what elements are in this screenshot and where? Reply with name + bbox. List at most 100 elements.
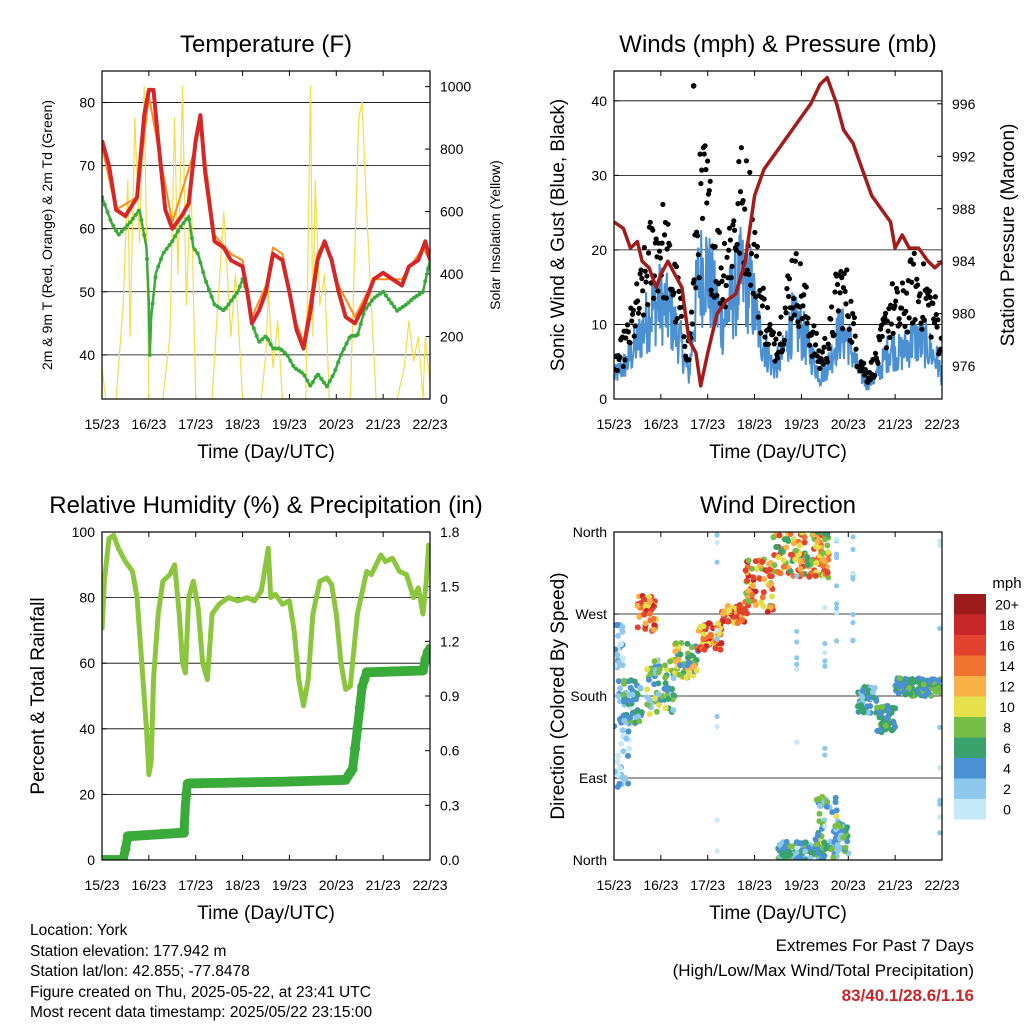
- gust-marker: [760, 285, 766, 291]
- gust-marker: [686, 357, 692, 363]
- direction-point: [794, 739, 800, 745]
- direction-point: [760, 589, 767, 596]
- chart-title: Temperature (F): [180, 31, 352, 58]
- gust-marker: [667, 242, 673, 248]
- gust-marker: [892, 303, 898, 309]
- xtick-label: 19/23: [272, 877, 307, 893]
- direction-point: [614, 758, 621, 765]
- chart-title: Relative Humidity (%) & Precipitation (i…: [49, 492, 482, 519]
- dewpoint-marker: [192, 247, 197, 252]
- direction-point: [669, 685, 676, 692]
- gust-marker: [926, 288, 933, 294]
- colorbar-swatch: [954, 676, 986, 697]
- gust-marker: [800, 303, 806, 309]
- colorbar-swatch: [954, 758, 986, 779]
- direction-point: [802, 848, 809, 855]
- xtick-label: 19/23: [784, 416, 819, 432]
- direction-point: [615, 632, 622, 639]
- dewpoint-marker: [350, 333, 355, 338]
- gust-marker: [744, 267, 750, 273]
- dewpoint-marker: [226, 302, 231, 307]
- gust-marker: [805, 315, 811, 321]
- xtick-label: 17/23: [178, 416, 213, 432]
- dewpoint-marker: [324, 384, 329, 389]
- direction-point: [937, 830, 942, 836]
- gust-marker: [735, 201, 741, 207]
- gust-marker: [706, 187, 712, 194]
- direction-point: [775, 553, 782, 560]
- dewpoint-marker: [364, 306, 369, 311]
- xtick-label: 20/23: [319, 416, 354, 432]
- gust-marker: [903, 308, 909, 314]
- gust-marker: [812, 342, 819, 348]
- ytick-label-right: 1.2: [440, 633, 460, 649]
- gust-marker: [759, 303, 766, 309]
- direction-point: [717, 646, 724, 653]
- direction-point: [937, 797, 942, 803]
- dewpoint-marker: [330, 374, 335, 379]
- xtick-label: 22/23: [412, 877, 447, 893]
- gust-marker: [703, 167, 709, 173]
- direction-point: [779, 852, 786, 859]
- gust-marker: [904, 329, 911, 335]
- xtick-label: 17/23: [178, 877, 213, 893]
- dewpoint-marker: [327, 379, 332, 384]
- direction-point: [850, 570, 856, 576]
- dewpoint-marker: [128, 220, 133, 225]
- gust-marker: [893, 298, 899, 304]
- gust-marker: [663, 295, 669, 301]
- gust-marker: [676, 288, 682, 294]
- gust-marker: [906, 315, 912, 321]
- gust-marker: [853, 346, 859, 352]
- direction-point: [683, 674, 690, 681]
- gust-marker: [629, 311, 636, 317]
- ytick-label-right: 0.9: [440, 688, 460, 704]
- ytick-label-left: 20: [591, 242, 607, 258]
- gust-marker: [732, 227, 738, 233]
- dewpoint-marker: [105, 210, 110, 215]
- gust-marker: [664, 246, 670, 252]
- precip-marker: [425, 643, 430, 654]
- gust-marker: [829, 304, 835, 310]
- direction-point: [794, 639, 800, 645]
- gust-marker: [839, 275, 845, 281]
- gust-marker: [665, 221, 671, 227]
- ytick-label-right: 600: [440, 204, 464, 220]
- gust-marker: [822, 335, 828, 342]
- dewpoint-marker: [114, 228, 119, 233]
- direction-point: [907, 691, 914, 698]
- gust-marker: [724, 254, 730, 260]
- gust-marker: [645, 301, 651, 308]
- dewpoint-marker: [296, 368, 301, 373]
- direction-point: [783, 838, 790, 845]
- dewpoint-marker: [268, 342, 273, 347]
- xtick-label: 15/23: [84, 877, 119, 893]
- gust-marker: [746, 271, 752, 277]
- latlon-text: Station lat/lon: 42.855; -77.8478: [30, 963, 250, 980]
- direction-point: [850, 637, 856, 643]
- direction-point: [873, 704, 880, 711]
- gust-marker: [835, 308, 841, 314]
- gust-marker: [817, 365, 823, 372]
- direction-point: [889, 704, 896, 711]
- gust-marker: [849, 339, 855, 345]
- gust-marker: [912, 317, 918, 323]
- gust-marker: [935, 317, 941, 323]
- gust-marker: [914, 276, 920, 282]
- gust-marker: [938, 335, 942, 341]
- direction-point: [646, 697, 653, 704]
- direction-point: [833, 583, 840, 589]
- direction-point: [781, 536, 788, 543]
- dewpoint-marker: [206, 287, 211, 292]
- gust-marker: [643, 279, 649, 285]
- direction-point: [812, 572, 819, 579]
- direction-point: [688, 644, 695, 651]
- dewpoint-marker: [308, 383, 313, 388]
- ytick-label-right: 0.0: [440, 852, 460, 868]
- direction-point: [752, 558, 759, 565]
- gust-marker: [653, 236, 659, 242]
- direction-point: [726, 607, 733, 614]
- direction-point: [651, 681, 658, 688]
- gust-marker: [828, 316, 834, 322]
- direction-point: [714, 627, 720, 633]
